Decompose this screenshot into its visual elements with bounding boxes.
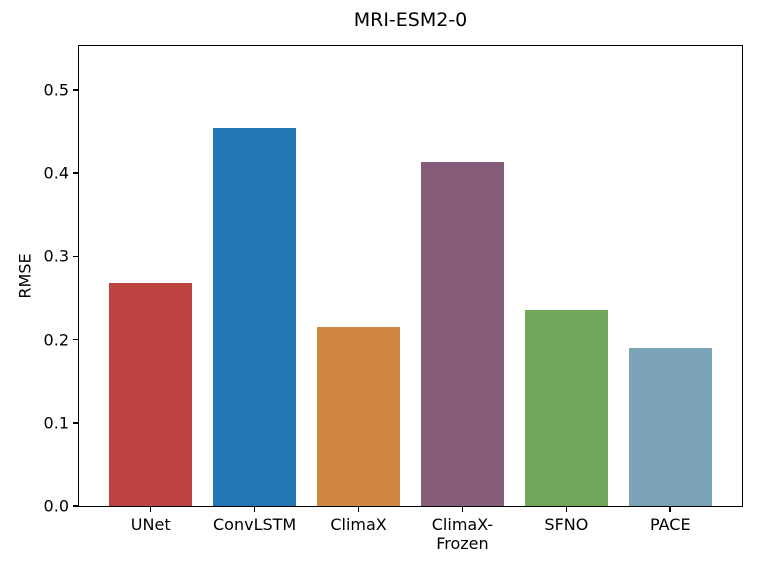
y-tick-label: 0.3	[43, 246, 69, 266]
bar	[213, 127, 297, 506]
x-axis-tick	[149, 506, 152, 512]
bar	[109, 283, 193, 506]
y-tick-label: 0.5	[43, 80, 69, 100]
y-axis-tick	[73, 172, 79, 175]
bar	[420, 162, 505, 506]
chart-title: MRI-ESM2-0	[353, 9, 468, 31]
x-axis-tick	[357, 506, 360, 512]
y-tick-label: 0.0	[43, 496, 69, 516]
x-tick-label: PACE	[649, 515, 691, 534]
x-tick-label: ConvLSTM	[213, 515, 297, 534]
y-axis-label: RMSE	[15, 253, 35, 299]
x-tick-label: ClimaX- Frozen	[431, 515, 494, 554]
bar	[524, 309, 608, 506]
y-tick-label: 0.2	[43, 330, 69, 350]
x-tick-label: SFNO	[544, 515, 589, 534]
y-axis-tick	[73, 338, 79, 341]
bar	[628, 347, 712, 506]
y-tick-label: 0.1	[43, 413, 69, 433]
x-axis-tick	[461, 506, 464, 512]
bar	[316, 327, 401, 506]
y-axis-tick	[73, 505, 79, 507]
y-axis-tick	[73, 89, 79, 91]
plot-area: UNet ConvLSTM ClimaX ClimaX- Frozen SFNO PACE…	[44, 45, 743, 553]
x-tick-label: UNet	[130, 515, 171, 534]
x-axis-tick	[253, 506, 256, 512]
y-axis-tick	[73, 422, 79, 424]
x-axis-tick	[565, 506, 568, 512]
x-axis-tick	[669, 506, 672, 512]
x-tick-label: ClimaX	[330, 515, 387, 534]
y-tick-label: 0.4	[43, 163, 69, 183]
y-axis-tick	[73, 255, 79, 258]
